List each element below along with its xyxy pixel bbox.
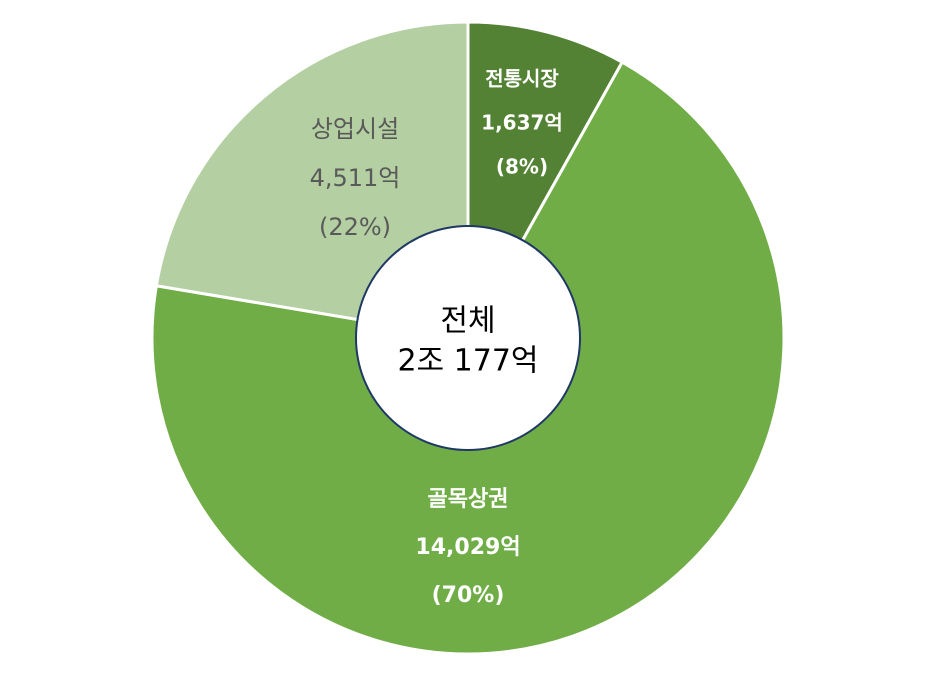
percentage-label: (8%) [496, 155, 548, 179]
center-total: 2조 177억 [397, 344, 538, 379]
value-label: 14,029억 [415, 535, 520, 560]
value-label: 1,637억 [481, 111, 563, 135]
category-label: 상업시설 [311, 115, 399, 143]
category-label: 전통시장 [485, 67, 559, 91]
percentage-label: (70%) [432, 583, 505, 608]
center-title: 전체 [440, 304, 495, 339]
percentage-label: (22%) [319, 213, 391, 241]
donut-hole [355, 225, 581, 451]
value-label: 4,511억 [310, 164, 401, 192]
labels: 전통시장 1,637억 (8%) 골목상권 14,029억 (70%) 상업시설 4,511억… [310, 67, 563, 609]
category-label: 골목상권 [428, 487, 509, 512]
